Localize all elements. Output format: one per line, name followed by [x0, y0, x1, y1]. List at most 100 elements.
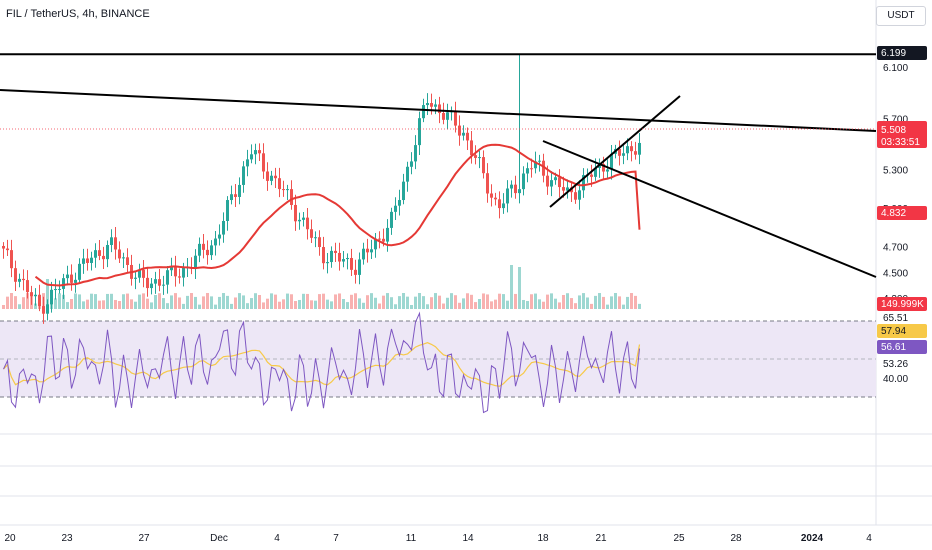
volume-bar [14, 296, 17, 309]
candle-body [594, 167, 597, 177]
candle-body [322, 247, 325, 264]
candle-body [478, 157, 481, 159]
candle-body [278, 178, 281, 190]
volume-bar [390, 297, 393, 309]
volume-bar [158, 293, 161, 309]
volume-bar [166, 303, 169, 309]
volume-bar [62, 294, 65, 309]
time-tick-label: 4 [274, 533, 280, 544]
volume-bar [386, 293, 389, 309]
chart-header-symbol: FIL / TetherUS, 4h, BINANCE [6, 8, 150, 20]
volume-bar [442, 303, 445, 309]
candle-body [282, 189, 285, 191]
volume-bar [86, 299, 89, 309]
resistance-price-tag: 6.199 [881, 48, 906, 59]
volume-bar [286, 293, 289, 309]
volume-bar [458, 302, 461, 309]
volume-bar [318, 294, 321, 309]
candle-body [430, 103, 433, 107]
volume-bar [142, 293, 145, 309]
candle-body [174, 266, 177, 277]
volume-bar [214, 304, 217, 309]
candle-body [446, 112, 449, 120]
candle-body [530, 168, 533, 170]
volume-bar [566, 293, 569, 309]
candle-body [578, 190, 581, 200]
volume-bar [630, 293, 633, 309]
volume-bar [622, 304, 625, 309]
volume-bar [170, 295, 173, 309]
last-price-tag: 5.508 [881, 125, 906, 136]
volume-bar [618, 296, 621, 309]
candle-body [106, 244, 109, 260]
candle-body [18, 278, 21, 282]
volume-bar [146, 298, 149, 309]
candle-body [154, 279, 157, 284]
resistance-price-tag-bg [877, 46, 927, 60]
rsi-ma-tag-bg [877, 324, 927, 338]
descending-trendline [0, 89, 877, 132]
volume-bar [534, 293, 537, 309]
volume-bar [70, 298, 73, 309]
candle-body [214, 238, 217, 246]
candle-body [634, 151, 637, 155]
candle-body [382, 238, 385, 242]
countdown-tag: 03:33:51 [881, 137, 920, 148]
volume-bar [342, 299, 345, 309]
volume-bar [50, 302, 53, 309]
volume-bar [234, 297, 237, 309]
candle-body [318, 237, 321, 248]
candle-body [602, 164, 605, 172]
volume-bar [366, 295, 369, 309]
candle-body [394, 205, 397, 212]
candle-body [346, 257, 349, 260]
candle-body [518, 189, 521, 194]
volume-bar [502, 294, 505, 309]
candle-body [94, 250, 97, 258]
candle-body [582, 175, 585, 191]
volume-bar [306, 293, 309, 309]
candle-body [6, 248, 9, 251]
volume-bar [54, 298, 57, 309]
volume-bar [74, 293, 77, 309]
candle-body [482, 157, 485, 174]
candle-body [46, 304, 49, 314]
candle-body [522, 173, 525, 190]
candle-body [298, 219, 301, 222]
candle-body [90, 257, 93, 263]
volume-bar [462, 298, 465, 309]
candle-body [202, 243, 205, 250]
volume-bar [506, 300, 509, 309]
volume-bar [138, 294, 141, 309]
volume-bar [30, 295, 33, 309]
volume-bar [346, 302, 349, 309]
candle-body [330, 250, 333, 263]
volume-bar [354, 293, 357, 309]
candle-body [490, 193, 493, 198]
volume-bar [126, 293, 129, 309]
volume-bar [538, 299, 541, 309]
volume-tag: 149.999K [881, 299, 924, 310]
candle-body [550, 180, 553, 187]
time-tick-label: 11 [406, 533, 417, 544]
candle-body [38, 294, 41, 307]
volume-bar [482, 293, 485, 309]
candle-body [286, 189, 289, 191]
candle-body [162, 284, 165, 286]
candle-body [566, 187, 569, 191]
candle-body [386, 227, 389, 242]
candle-body [134, 277, 137, 279]
candle-body [314, 237, 317, 239]
volume-bar [634, 295, 637, 309]
volume-bar [2, 305, 5, 309]
candle-body [302, 217, 305, 220]
candle-body [514, 184, 517, 194]
rsi-tick-label: 40.00 [883, 374, 908, 385]
currency-selector[interactable]: USDT [876, 6, 926, 26]
candle-body [270, 175, 273, 181]
candle-body [242, 166, 245, 185]
volume-bar [294, 301, 297, 309]
candle-body [410, 161, 413, 167]
volume-bar [606, 304, 609, 309]
